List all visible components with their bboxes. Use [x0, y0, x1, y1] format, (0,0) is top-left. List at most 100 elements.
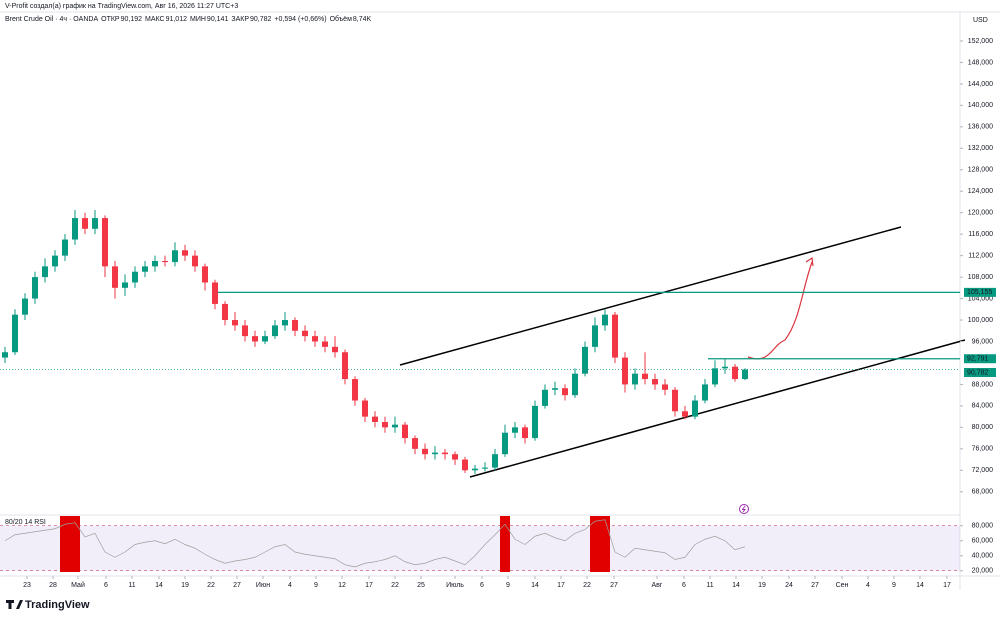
legend-text: Brent Crude Oil · 4ч · OANDA	[5, 16, 98, 23]
candle-body	[672, 389, 678, 412]
y-tick-label: 72,000	[972, 467, 994, 474]
x-tick-label: 14	[531, 582, 539, 589]
x-tick-label: 4	[288, 582, 292, 589]
candle-body	[182, 250, 188, 256]
candle-body	[612, 314, 618, 358]
candle-body	[42, 266, 48, 278]
candle-body	[372, 416, 378, 422]
y-tick-label: 100,000	[968, 317, 993, 324]
x-tick-label: 25	[417, 582, 425, 589]
candle-body	[582, 346, 588, 374]
x-tick-label: 22	[207, 582, 215, 589]
price-level-label: 92,791	[967, 356, 989, 363]
candle-body	[522, 427, 528, 439]
x-tick-label: 28	[49, 582, 57, 589]
candle-body	[732, 366, 738, 380]
x-tick-label: 14	[155, 582, 163, 589]
rsi-overbought	[60, 516, 70, 572]
y-tick-label: 68,000	[972, 489, 994, 496]
x-tick-label: Июн	[256, 582, 270, 589]
rsi-overbought	[70, 516, 80, 572]
x-tick-label: 17	[557, 582, 565, 589]
author-line: V-Profit создал(а) график на TradingView…	[5, 3, 238, 10]
forecast-arrow	[747, 261, 813, 360]
x-tick-label: Май	[71, 581, 85, 589]
legend-text: Объём	[330, 15, 352, 23]
candle-body	[442, 452, 448, 455]
x-tick-label: 11	[128, 582, 135, 589]
rsi-title: 80/20 14 RSI	[5, 519, 46, 526]
price-level-label: 90,782	[967, 369, 989, 376]
x-tick-label: Авг	[652, 582, 663, 589]
y-tick-label: 120,000	[968, 210, 993, 217]
candle-body	[172, 250, 178, 263]
candle-body	[472, 468, 478, 471]
candle-body	[692, 400, 698, 417]
rsi-tick-label: 20,000	[972, 568, 994, 575]
candle-body	[712, 368, 718, 385]
candle-body	[562, 388, 568, 396]
x-tick-label: 19	[758, 582, 766, 589]
y-tick-label: 136,000	[968, 124, 993, 131]
legend: Brent Crude Oil · 4ч · OANDA ОТКР 90,192 МА…	[5, 15, 372, 23]
y-tick-label: 116,000	[968, 231, 993, 238]
candle-body	[192, 255, 198, 267]
y-tick-label: 148,000	[968, 59, 993, 66]
legend-text: МАКС	[145, 16, 165, 23]
candle-body	[302, 330, 308, 337]
candle-body	[212, 282, 218, 304]
candle-body	[152, 261, 158, 267]
candle-body	[722, 366, 728, 369]
x-tick-label: 9	[314, 582, 318, 589]
legend-text: 8,74K	[353, 16, 372, 23]
candle-body	[32, 277, 38, 299]
candle-body	[332, 346, 338, 353]
candle-body	[292, 320, 298, 331]
rsi-line	[4, 519, 746, 568]
price-level-tag	[964, 354, 996, 364]
x-tick-label: 4	[866, 582, 870, 589]
candle-body	[542, 389, 548, 406]
candle-body	[12, 314, 18, 353]
y-tick-label: 128,000	[968, 167, 993, 174]
legend-text: ЗАКР	[231, 16, 249, 23]
candle-body	[492, 454, 498, 468]
candle-body	[2, 352, 8, 358]
legend-text: 90,192	[121, 16, 143, 23]
x-tick-label: 22	[583, 582, 591, 589]
candle-body	[202, 266, 208, 283]
candle-body	[462, 459, 468, 471]
candle-body	[352, 379, 358, 401]
y-tick-label: 132,000	[968, 145, 993, 152]
candle-body	[322, 341, 328, 347]
candle-body	[122, 282, 128, 288]
candle-body	[62, 239, 68, 256]
candle-body	[502, 432, 508, 455]
x-tick-label: 27	[233, 582, 241, 589]
x-tick-label: 14	[916, 582, 924, 589]
x-tick-label: 14	[732, 582, 740, 589]
candle-body	[92, 218, 98, 229]
y-tick-label: 96,000	[972, 338, 994, 345]
candle-body	[452, 454, 458, 460]
legend-text: ОТКР	[101, 16, 120, 23]
event-icon[interactable]	[739, 504, 749, 514]
x-tick-label: 19	[181, 582, 189, 589]
candle-body	[382, 421, 388, 428]
candle-body	[222, 303, 228, 321]
legend-text: МИН	[190, 16, 206, 23]
candle-body	[232, 320, 238, 326]
rsi-band	[0, 525, 960, 571]
y-tick-label: 140,000	[968, 102, 993, 109]
candle-body	[102, 218, 108, 267]
candle-body	[242, 325, 248, 337]
candle-body	[72, 218, 78, 240]
candle-body	[282, 320, 288, 326]
rsi-tick-label: 60,000	[972, 538, 994, 545]
brand-logo	[6, 600, 23, 609]
legend-text: +0,594 (+0,66%)	[274, 16, 326, 23]
candle-body	[272, 325, 278, 337]
candle-body	[602, 314, 608, 326]
y-tick-label: 112,000	[968, 252, 993, 259]
